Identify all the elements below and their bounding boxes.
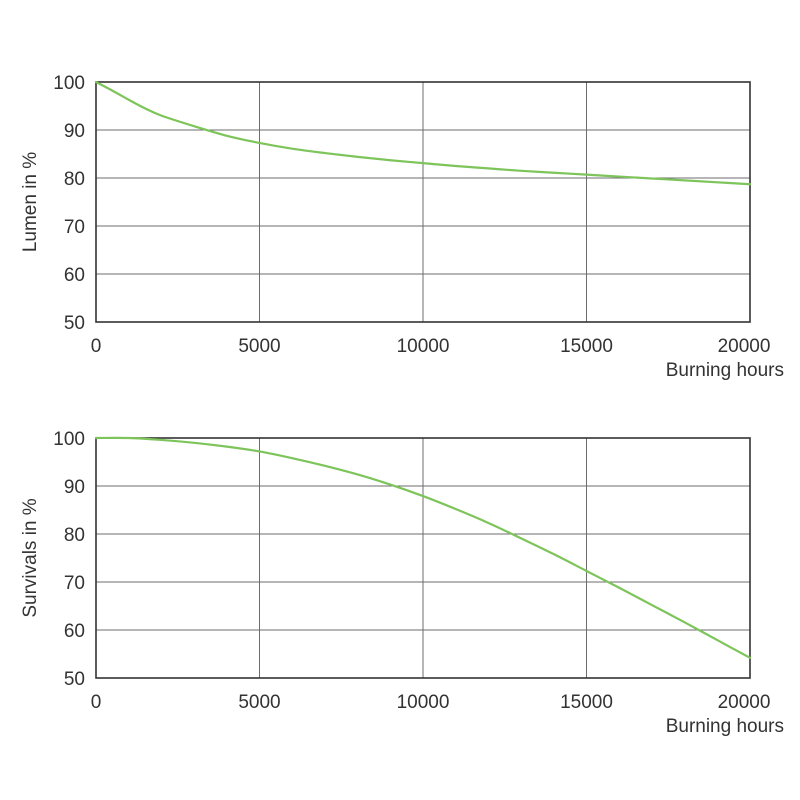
lumen-x-tick-label-10000: 10000 xyxy=(397,336,450,357)
lumen-x-tick-label-5000: 5000 xyxy=(238,336,280,357)
lumen-y-tick-label-80: 80 xyxy=(64,169,85,190)
survival-x-axis-title: Burning hours xyxy=(666,716,784,737)
lumen-y-tick-label-70: 70 xyxy=(64,217,85,238)
lumen-x-axis-title: Burning hours xyxy=(666,360,784,381)
survival-y-tick-label-90: 90 xyxy=(64,477,85,498)
survival-x-tick-label-10000: 10000 xyxy=(397,692,450,713)
survival-chart: 50 60 70 80 90 100 0 5000 10000 15000 20000 Surviva… xyxy=(20,429,784,737)
lumen-y-tick-label-100: 100 xyxy=(53,73,85,94)
lumen-y-tick-label-90: 90 xyxy=(64,121,85,142)
survival-y-tick-label-100: 100 xyxy=(53,429,85,450)
lumen-series-line-0 xyxy=(94,80,752,186)
lumen-x-tick-label-0: 0 xyxy=(91,336,102,357)
survival-series-line-0 xyxy=(94,436,752,659)
survival-plot-frame xyxy=(95,437,751,679)
lumen-x-tick-label-20000: 20000 xyxy=(718,336,771,357)
survival-y-tick-label-80: 80 xyxy=(64,525,85,546)
survival-y-tick-label-60: 60 xyxy=(64,621,85,642)
survival-x-tick-label-5000: 5000 xyxy=(238,692,280,713)
survival-x-tick-label-0: 0 xyxy=(91,692,102,713)
lumen-y-tick-label-50: 50 xyxy=(64,313,85,334)
survival-y-axis-title: Survivals in % xyxy=(20,498,41,617)
lumen-x-tick-label-15000: 15000 xyxy=(560,336,613,357)
survival-y-tick-label-70: 70 xyxy=(64,573,85,594)
lumen-plot-frame xyxy=(95,81,751,323)
survival-y-tick-label-50: 50 xyxy=(64,669,85,690)
survival-x-tick-label-15000: 15000 xyxy=(560,692,613,713)
lumen-chart: 50 60 70 80 90 100 0 5000 10000 15000 20000 Lumen i… xyxy=(20,73,784,381)
lumen-y-axis-title: Lumen in % xyxy=(20,152,41,252)
survival-x-tick-label-20000: 20000 xyxy=(718,692,771,713)
lumen-y-tick-label-60: 60 xyxy=(64,265,85,286)
